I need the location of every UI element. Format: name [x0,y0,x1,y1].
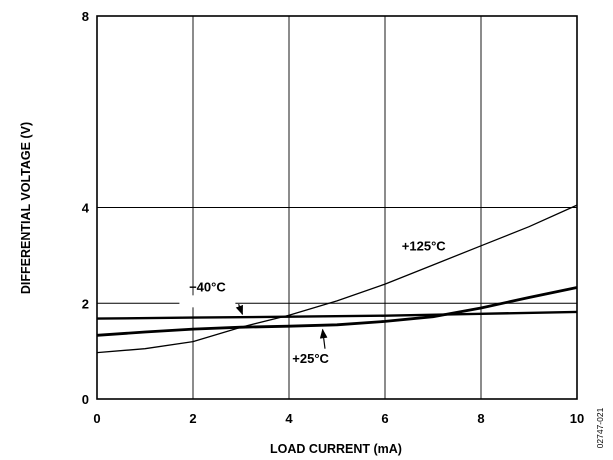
y-tick-label: 4 [82,201,90,216]
grid [97,16,577,399]
series-line [96,310,578,320]
figure-id: 02747-021 [595,407,605,448]
series-line [96,286,578,337]
axes [96,15,578,400]
annotation-arrow [235,303,244,316]
series-annotation-label: −40°C [189,279,226,294]
label-mask [179,295,236,308]
series-annotation-label: +25°C [292,351,329,366]
x-axis-title: LOAD CURRENT (mA) [270,442,402,456]
series-annotation-label: +125°C [402,239,446,254]
annotation-arrow [319,328,328,349]
series-lines [96,204,578,354]
x-tick-label: 8 [477,411,484,426]
y-tick-labels: 0 2 4 8 [82,9,90,407]
y-tick-label: 0 [82,392,89,407]
x-tick-labels: 0 2 4 6 8 10 [93,411,584,426]
y-tick-label: 2 [82,296,89,311]
y-tick-label: 8 [82,9,89,24]
x-tick-label: 10 [570,411,584,426]
x-tick-label: 4 [285,411,293,426]
series-line [96,204,578,354]
x-tick-label: 6 [381,411,388,426]
x-tick-label: 2 [189,411,196,426]
annotations: +125°C −40°C +25°C [179,239,446,366]
y-axis-title: DIFFERENTIAL VOLTAGE (V) [19,122,33,294]
plot-frame [96,15,578,400]
x-tick-label: 0 [93,411,100,426]
